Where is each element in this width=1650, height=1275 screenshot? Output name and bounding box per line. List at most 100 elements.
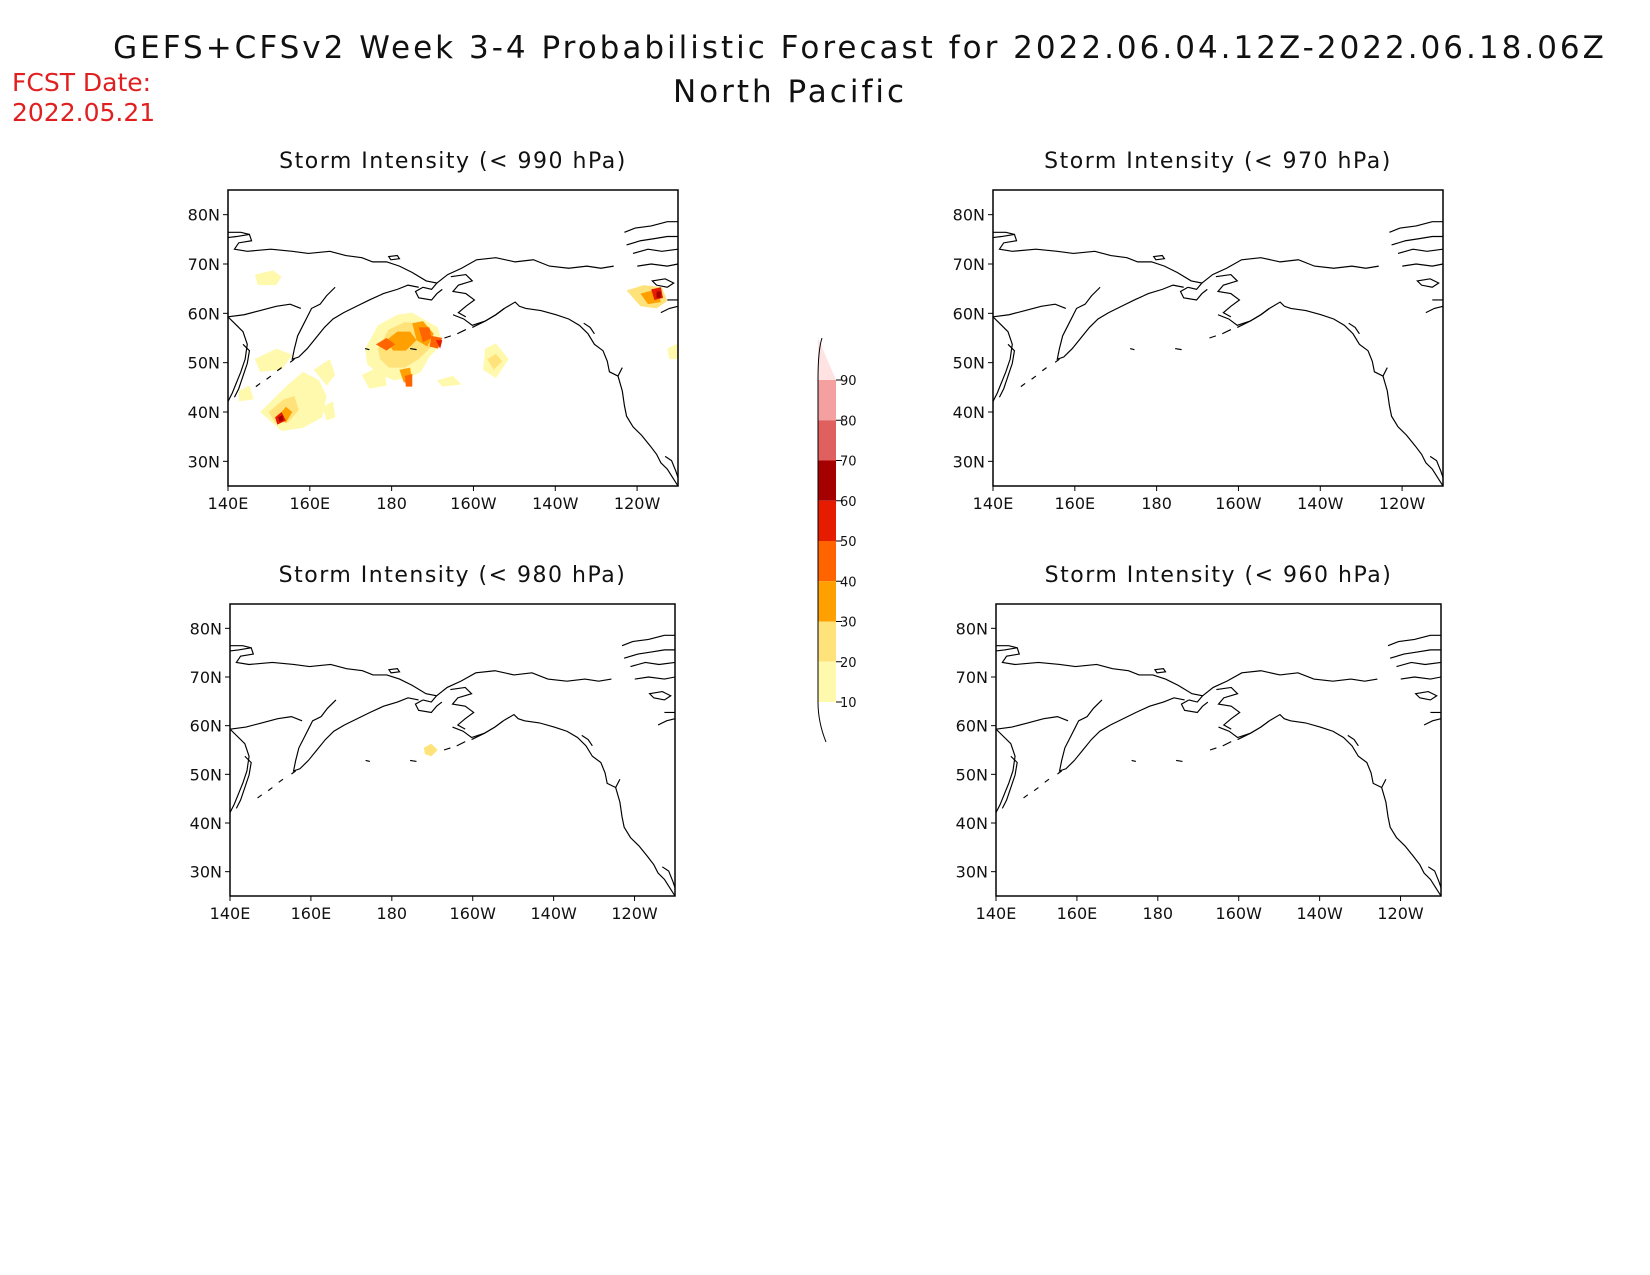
lat-tick-label: 70N <box>188 255 220 274</box>
lon-tick-label: 160E <box>291 904 332 923</box>
lon-tick-label: 160E <box>1057 904 1098 923</box>
coastline <box>992 221 1444 487</box>
probability-contour <box>322 401 336 421</box>
forecast-date-value: 2022.05.21 <box>12 98 156 127</box>
probability-contour <box>313 359 336 386</box>
lat-tick-label: 60N <box>953 304 985 323</box>
colorbar-swatch <box>818 661 836 702</box>
colorbar-tick-label: 30 <box>840 616 857 631</box>
probability-contour <box>487 353 503 370</box>
lat-tick-label: 30N <box>188 452 220 471</box>
probability-contour <box>254 270 282 286</box>
probability-contour <box>418 327 432 343</box>
map-area <box>229 603 676 897</box>
map-frame <box>229 603 676 897</box>
probability-contour <box>238 385 254 402</box>
probability-contour <box>436 376 462 387</box>
lat-tick-label: 50N <box>190 765 222 784</box>
panel-title: Storm Intensity (< 960 hPa) <box>1045 563 1393 588</box>
map-area <box>227 189 679 487</box>
colorbar-tick-label: 60 <box>840 495 857 510</box>
lat-tick-label: 60N <box>956 717 988 736</box>
map-area <box>992 189 1444 487</box>
lon-tick-label: 180 <box>1141 494 1172 513</box>
lon-tick-label: 120W <box>1377 904 1424 923</box>
colorbar-swatch <box>818 420 836 461</box>
probability-contour <box>278 415 284 422</box>
probability-contour <box>375 338 396 351</box>
lon-tick-label: 140E <box>208 494 249 513</box>
lat-tick-label: 60N <box>190 717 222 736</box>
colorbar-tick-label: 50 <box>840 535 857 550</box>
lat-tick-label: 80N <box>956 619 988 638</box>
colorbar-outline <box>817 337 827 743</box>
lat-tick-label: 70N <box>190 668 222 687</box>
panel-p990: Storm Intensity (< 990 hPa) 80N 70N 60N 50N 4… <box>188 149 679 513</box>
lat-tick-label: 30N <box>190 863 222 882</box>
colorbar-tick-label: 40 <box>840 575 857 590</box>
probability-contour <box>386 331 417 351</box>
lon-tick-label: 140W <box>532 494 579 513</box>
forecast-date-label: FCST Date: <box>12 68 152 97</box>
panel-title: Storm Intensity (< 980 hPa) <box>279 563 627 588</box>
coastline <box>995 634 1442 897</box>
region-subtitle: North Pacific <box>672 74 908 110</box>
lat-tick-label: 60N <box>188 304 220 323</box>
probability-contour <box>667 343 678 360</box>
colorbar-tick-label: 80 <box>840 414 857 429</box>
lat-tick-label: 80N <box>953 206 985 225</box>
panel-p960: Storm Intensity (< 960 hPa) 80N 70N 60N 50N 4… <box>956 563 1442 923</box>
colorbar-cap-bottom <box>818 702 836 742</box>
lon-tick-label: 180 <box>377 904 408 923</box>
panel-p970: Storm Intensity (< 970 hPa) 80N 70N 60N 50N 4… <box>953 149 1444 513</box>
coastline <box>227 221 679 487</box>
lon-tick-label: 140E <box>976 904 1017 923</box>
lat-tick-label: 80N <box>188 206 220 225</box>
lon-tick-label: 140E <box>973 494 1014 513</box>
lat-tick-label: 80N <box>190 619 222 638</box>
colorbar-tick-label: 20 <box>840 656 857 671</box>
lon-tick-label: 120W <box>614 494 661 513</box>
lat-tick-label: 40N <box>188 403 220 422</box>
probability-contour <box>254 348 293 372</box>
lat-tick-label: 40N <box>956 814 988 833</box>
lat-tick-label: 40N <box>190 814 222 833</box>
map-frame <box>992 189 1444 487</box>
lon-tick-label: 160E <box>1054 494 1095 513</box>
panel-p980: Storm Intensity (< 980 hPa) 80N 70N 60N 50N 4… <box>190 563 676 923</box>
colorbar-tick-label: 70 <box>840 455 857 470</box>
lon-tick-label: 120W <box>1379 494 1426 513</box>
colorbar-tick-label: 90 <box>840 374 857 389</box>
colorbar-swatch <box>818 541 836 582</box>
lat-tick-label: 70N <box>956 668 988 687</box>
lat-tick-label: 40N <box>953 403 985 422</box>
probability-contour <box>656 291 661 298</box>
lat-tick-label: 50N <box>956 765 988 784</box>
lon-tick-label: 160W <box>450 494 497 513</box>
lon-tick-label: 140W <box>530 904 577 923</box>
colorbar-swatch <box>818 621 836 662</box>
panel-title: Storm Intensity (< 990 hPa) <box>279 149 627 174</box>
colorbar-cap-top <box>818 338 836 380</box>
lon-tick-label: 160W <box>1216 904 1263 923</box>
lat-tick-label: 70N <box>953 255 985 274</box>
coastline <box>229 634 676 897</box>
probability-contour <box>404 373 413 387</box>
lon-tick-label: 140E <box>210 904 251 923</box>
colorbar-swatch <box>818 380 836 421</box>
panel-title: Storm Intensity (< 970 hPa) <box>1044 149 1392 174</box>
lat-tick-label: 30N <box>953 452 985 471</box>
map-frame <box>995 603 1442 897</box>
colorbar-tick-label: 10 <box>840 696 857 711</box>
map-frame <box>227 189 679 487</box>
colorbar-swatch <box>818 500 836 541</box>
lon-tick-label: 160E <box>289 494 330 513</box>
lat-tick-label: 50N <box>953 354 985 373</box>
colorbar-swatch <box>818 581 836 622</box>
map-area <box>995 603 1442 897</box>
colorbar: 90 80 70 60 50 40 30 20 10 <box>817 337 857 743</box>
colorbar-swatch <box>818 460 836 501</box>
lon-tick-label: 120W <box>611 904 658 923</box>
probability-contour <box>435 340 443 349</box>
